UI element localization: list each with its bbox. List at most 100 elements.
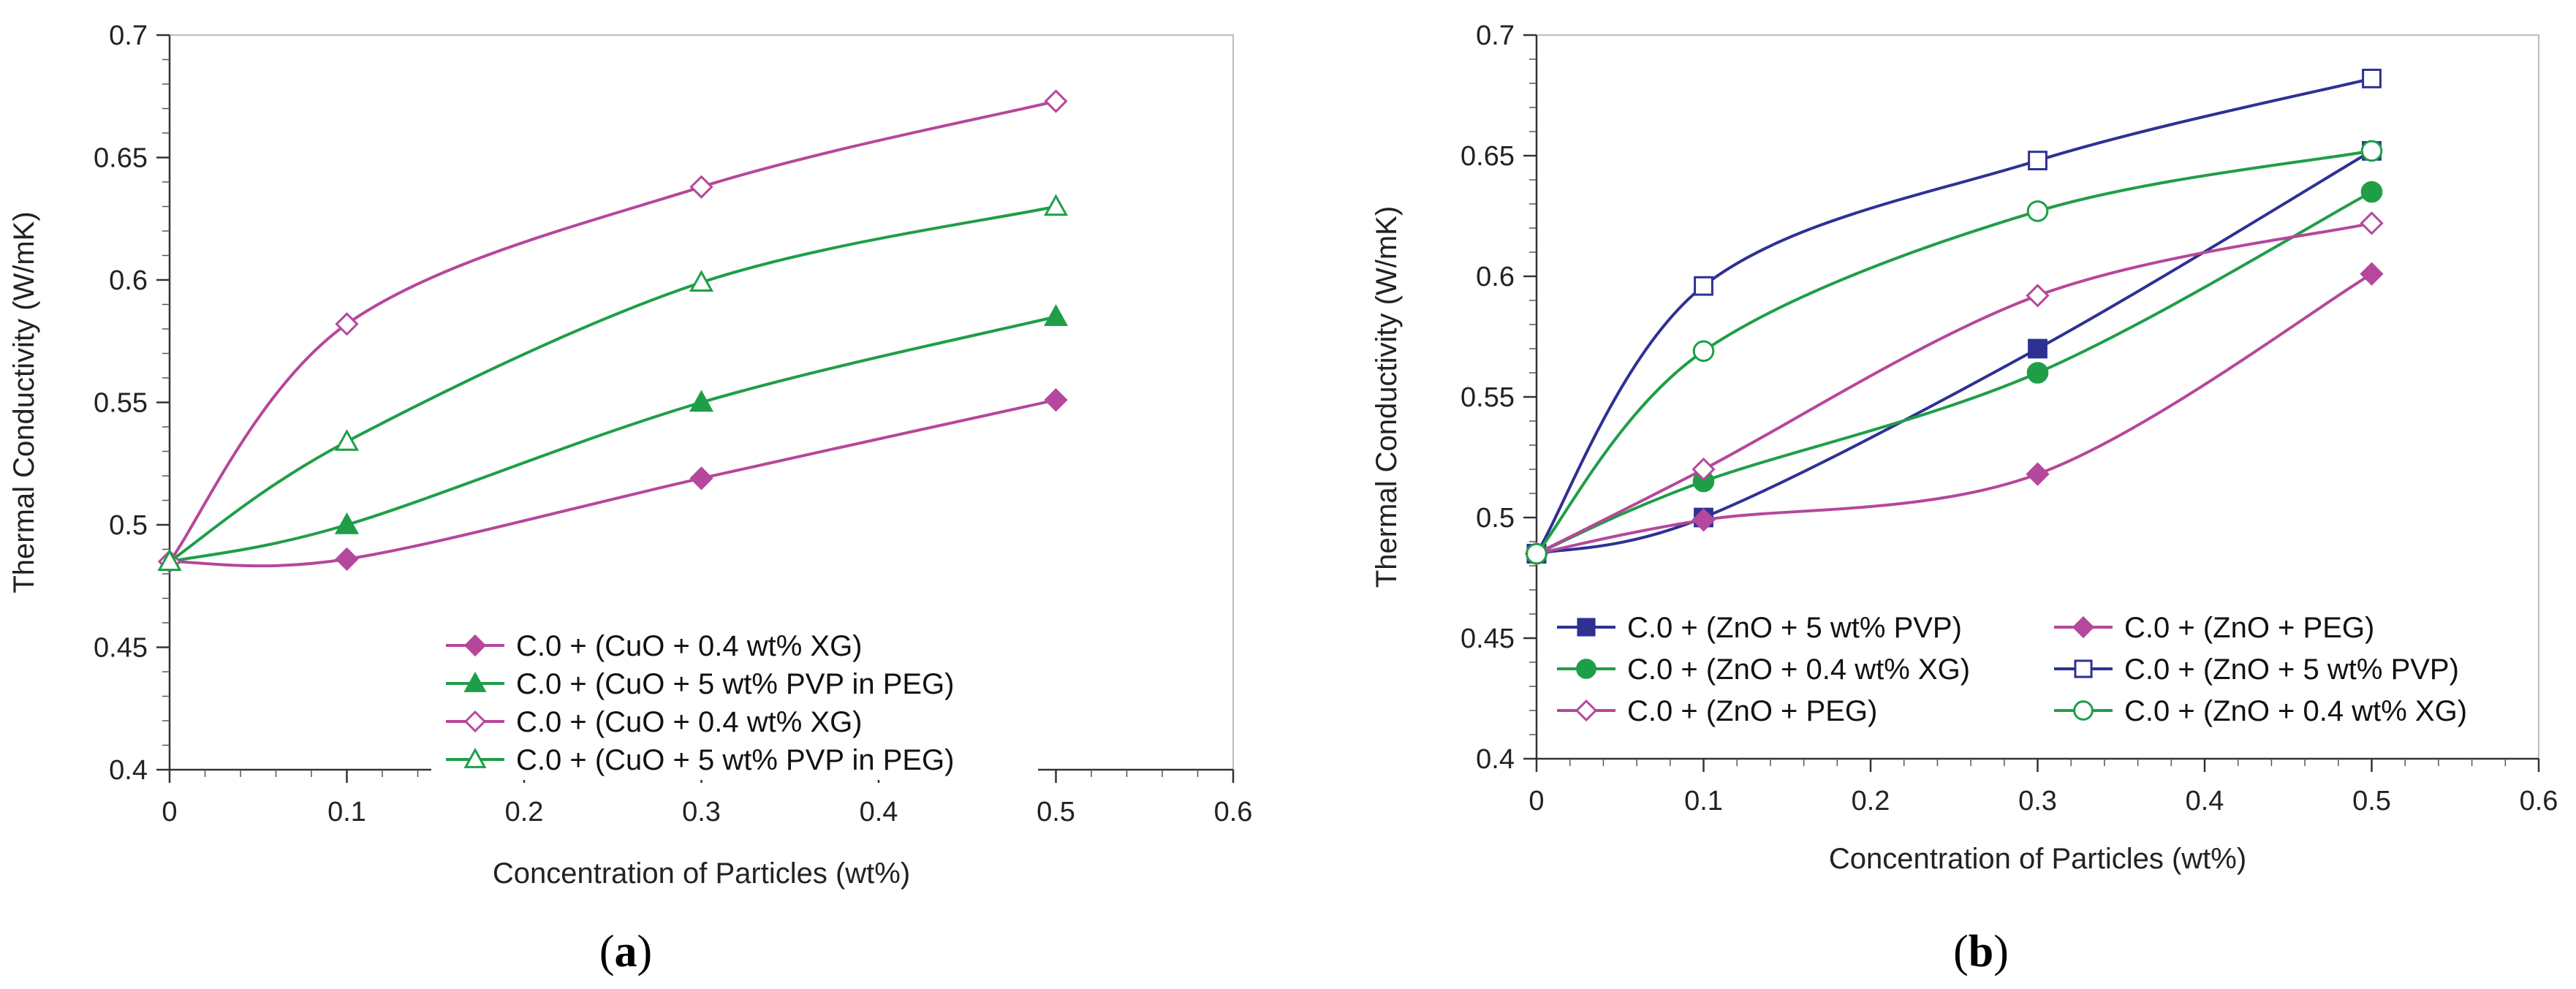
series-line-1 — [1536, 149, 2373, 556]
series-3-point — [2360, 181, 2383, 203]
series-6-point — [1526, 542, 1548, 565]
legend-entry-label: C.0 + (ZnO + 5 wt% PVP) — [2124, 653, 2459, 686]
legend-marker — [2073, 700, 2094, 721]
legend-marker — [463, 747, 487, 768]
caption-letter: a — [615, 927, 637, 977]
series-5-point — [2360, 211, 2384, 235]
legend-background — [1542, 599, 2538, 746]
series-line-4 — [168, 205, 1056, 563]
chart-panel-a: 0 0.1 0.2 0.3 0.4 0.5 0.6 0.4 0.45 0.5 0.55 0.6 0.65… — [8, 20, 1252, 977]
series-5-point — [1692, 457, 1716, 482]
y-tick-label: 0.55 — [1461, 382, 1515, 413]
series-line-4 — [1535, 77, 2372, 555]
series-2-point — [689, 390, 714, 412]
caption-letter: b — [1969, 927, 1993, 977]
y-tick-label: 0.6 — [109, 265, 148, 296]
caption-open-paren: ( — [1953, 927, 1969, 977]
x-tick-label: 0.6 — [1214, 797, 1253, 827]
series-line-1 — [169, 398, 1056, 568]
x-tick-label: 0 — [1528, 786, 1544, 816]
series-4-point — [1694, 276, 1713, 296]
series-4-point — [157, 549, 182, 571]
series-line-3 — [1536, 190, 2373, 556]
legend-entry-label: C.0 + (ZnO + 5 wt% PVP) — [1627, 612, 1962, 644]
legend: C.0 + (ZnO + 5 wt% PVP) C.0 + (ZnO + PEG)… — [1542, 599, 2538, 746]
legend-entry-label: C.0 + (ZnO + PEG) — [2124, 612, 2374, 644]
legend-marker — [1575, 699, 1598, 722]
chart-panel-b: 0 0.1 0.2 0.3 0.4 0.5 0.6 0.4 0.45 0.5 0.55 0.6 0.65… — [1371, 20, 2558, 977]
legend: C.0 + (CuO + 0.4 wt% XG) C.0 + (CuO + 5 w… — [431, 618, 1038, 780]
series-1-point — [2028, 338, 2047, 359]
legend-marker — [463, 671, 487, 692]
series-4-point — [689, 270, 714, 292]
legend-entry-label: C.0 + (ZnO + 0.4 wt% XG) — [2124, 695, 2467, 727]
series-6-point — [1692, 340, 1715, 363]
series-1-point — [1044, 388, 1068, 412]
series-3-point — [1044, 89, 1068, 113]
x-tick-label: 0 — [162, 797, 177, 827]
series-line-2 — [169, 315, 1056, 564]
series-2-point — [2026, 462, 2050, 486]
series-1-point — [335, 547, 359, 572]
x-axis-label: Concentration of Particles (wt%) — [493, 857, 910, 890]
y-tick-label: 0.65 — [1461, 141, 1515, 172]
series-4-point — [2028, 151, 2047, 170]
series-2-point — [2360, 262, 2384, 286]
y-tick-label: 0.5 — [109, 510, 148, 541]
series-2-point — [334, 512, 360, 534]
legend-marker — [1576, 659, 1596, 679]
y-axis-label: Thermal Conductivity (W/mK) — [8, 211, 40, 593]
legend-marker — [2074, 659, 2093, 678]
y-tick-label: 0.4 — [1476, 744, 1515, 775]
caption-close-paren: ) — [637, 927, 653, 977]
series-line-3 — [168, 99, 1056, 563]
series-line-6 — [1535, 149, 2372, 555]
x-tick-label: 0.4 — [860, 797, 898, 827]
legend-entry-label: C.0 + (CuO + 5 wt% PVP in PEG) — [516, 668, 955, 700]
x-tick-label: 0.1 — [1684, 786, 1723, 816]
y-tick-label: 0.7 — [109, 20, 148, 51]
legend-marker — [2072, 615, 2095, 639]
x-tick-label: 0.6 — [2520, 786, 2558, 816]
legend-marker — [463, 710, 487, 733]
series-1-point — [689, 466, 713, 490]
x-tick-label: 0.2 — [1852, 786, 1890, 816]
x-tick-label: 0.1 — [327, 797, 366, 827]
y-tick-label: 0.65 — [94, 143, 148, 174]
x-tick-label: 0.3 — [2018, 786, 2057, 816]
caption-close-paren: ) — [1993, 927, 2009, 977]
legend-marker — [1577, 618, 1596, 637]
series-3-point — [335, 312, 359, 336]
y-tick-label: 0.7 — [1476, 20, 1515, 51]
x-tick-label: 0.2 — [505, 797, 544, 827]
legend-entry-label: C.0 + (CuO + 0.4 wt% XG) — [516, 630, 863, 662]
series-line-5 — [1536, 221, 2372, 556]
series-2-point — [1043, 304, 1069, 326]
y-tick-label: 0.5 — [1476, 503, 1515, 534]
x-tick-label: 0.5 — [2352, 786, 2391, 816]
legend-entry-label: C.0 + (CuO + 5 wt% PVP in PEG) — [516, 744, 955, 776]
x-tick-label: 0.3 — [682, 797, 721, 827]
panel-caption: (b) — [1953, 927, 2009, 977]
caption-open-paren: ( — [599, 927, 615, 977]
panel-caption: (a) — [599, 927, 652, 977]
series-line-2 — [1536, 272, 2373, 556]
series-3-point — [2026, 362, 2049, 384]
legend-entry-label: C.0 + (ZnO + 0.4 wt% XG) — [1627, 653, 1970, 686]
y-tick-label: 0.45 — [1461, 624, 1515, 654]
series-4-point — [1043, 194, 1069, 216]
legend-marker — [463, 634, 487, 657]
series-5-point — [2026, 284, 2050, 308]
series-4-point — [2362, 69, 2382, 88]
x-tick-label: 0.4 — [2186, 786, 2224, 816]
series-2-point — [1692, 508, 1716, 532]
y-tick-label: 0.45 — [94, 633, 148, 664]
y-tick-label: 0.4 — [109, 755, 148, 786]
y-tick-label: 0.6 — [1476, 262, 1515, 292]
series-4-point — [334, 429, 360, 451]
series-6-point — [2360, 140, 2383, 162]
series-3-point — [689, 175, 713, 199]
x-axis-label: Concentration of Particles (wt%) — [1829, 843, 2246, 875]
legend-entry-label: C.0 + (ZnO + PEG) — [1627, 695, 1877, 727]
